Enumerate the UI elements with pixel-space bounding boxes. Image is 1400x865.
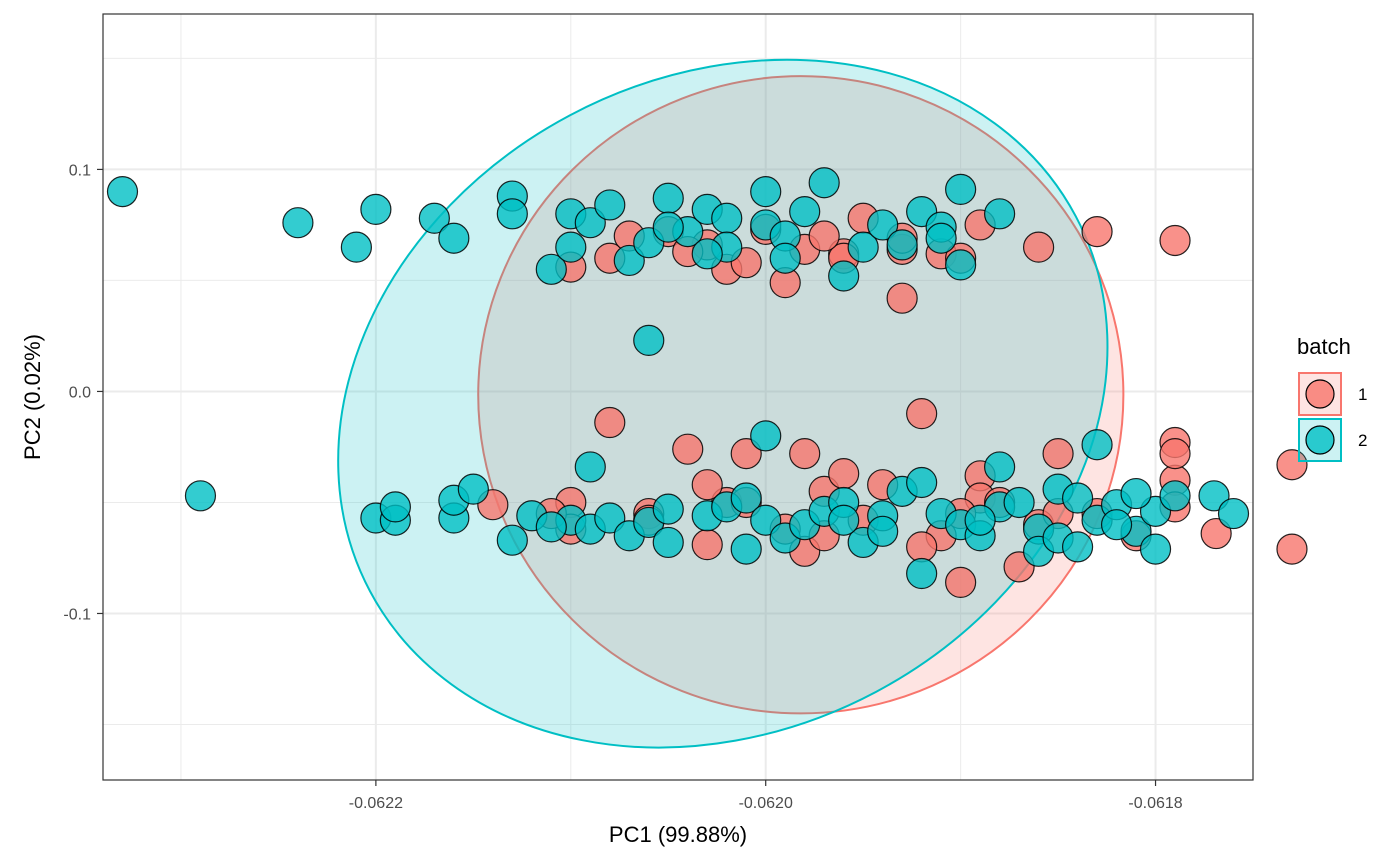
point-batch-2 <box>730 533 762 565</box>
point-batch-1 <box>1081 215 1113 248</box>
point-batch-2 <box>438 222 470 254</box>
point-batch-2 <box>633 324 665 356</box>
point-batch-2 <box>594 502 626 534</box>
point-batch-1 <box>945 566 977 598</box>
y-tick-label: 0.0 <box>69 384 91 401</box>
point-batch-2 <box>1061 482 1094 514</box>
point-batch-2 <box>808 167 840 199</box>
point-batch-2 <box>1139 533 1172 565</box>
point-batch-1 <box>906 531 938 563</box>
point-batch-2 <box>594 189 626 221</box>
x-axis-ticks: -0.0622 -0.0620 -0.0618 <box>349 780 1183 812</box>
legend-title: batch <box>1297 334 1351 359</box>
point-batch-2 <box>1217 497 1250 530</box>
point-batch-2 <box>652 493 684 525</box>
point-batch-2 <box>789 196 821 228</box>
point-batch-2 <box>691 238 723 270</box>
point-batch-2 <box>652 211 684 243</box>
point-batch-1 <box>594 406 626 439</box>
point-batch-2 <box>1061 531 1094 563</box>
y-axis-title: PC2 (0.02%) <box>20 334 45 460</box>
point-batch-2 <box>535 511 567 543</box>
point-batch-2 <box>418 202 450 234</box>
grid-minor <box>103 14 1253 780</box>
y-axis-ticks: 0.1 0.0 -0.1 <box>63 162 103 623</box>
point-batch-2 <box>984 198 1016 230</box>
point-batch-2 <box>867 209 899 241</box>
grid-major <box>103 14 1253 780</box>
point-batch-2 <box>652 526 684 559</box>
point-batch-2 <box>711 202 743 234</box>
point-batch-2 <box>457 473 489 505</box>
point-batch-2 <box>574 207 606 239</box>
plot-background <box>103 14 1253 780</box>
point-batch-2 <box>925 222 957 254</box>
data-points <box>106 167 1308 598</box>
point-batch-2 <box>964 504 996 536</box>
point-batch-2 <box>496 198 528 230</box>
legend: 12 <box>1298 372 1367 462</box>
point-batch-2 <box>535 253 567 285</box>
point-batch-2 <box>555 231 587 263</box>
point-batch-1 <box>691 529 723 561</box>
legend-label-batch-1: 1 <box>1358 385 1367 404</box>
point-batch-2 <box>613 244 645 277</box>
point-batch-1 <box>730 438 762 470</box>
point-batch-2 <box>945 173 977 206</box>
point-batch-2 <box>106 176 139 208</box>
x-tick-label: -0.0620 <box>739 795 793 812</box>
point-batch-2 <box>652 182 684 214</box>
point-batch-1 <box>691 469 723 501</box>
point-batch-2 <box>360 193 392 225</box>
legend-point-batch-1 <box>1305 379 1335 409</box>
legend-label-batch-2: 2 <box>1358 431 1367 450</box>
point-batch-2 <box>282 207 314 239</box>
point-batch-1 <box>1022 231 1055 263</box>
point-batch-2 <box>769 242 801 274</box>
point-batch-1 <box>1276 533 1308 565</box>
legend-point-batch-2 <box>1305 425 1335 455</box>
point-batch-2 <box>847 231 879 263</box>
point-batch-2 <box>750 420 782 452</box>
point-batch-2 <box>886 229 918 261</box>
x-tick-label: -0.0622 <box>349 795 403 812</box>
point-batch-2 <box>984 451 1016 483</box>
point-batch-2 <box>945 249 977 281</box>
point-batch-2 <box>1198 480 1230 512</box>
point-batch-1 <box>1200 517 1232 550</box>
point-batch-2 <box>750 504 782 536</box>
point-batch-2 <box>574 451 606 483</box>
point-batch-1 <box>808 220 840 252</box>
point-batch-2 <box>379 491 411 523</box>
point-batch-1 <box>789 438 821 470</box>
y-tick-label: 0.1 <box>69 162 91 179</box>
y-tick-label: -0.1 <box>63 606 91 623</box>
point-batch-2 <box>750 176 782 208</box>
plot-panel-border <box>102 13 1254 781</box>
point-batch-2 <box>828 260 860 292</box>
point-batch-2 <box>867 515 899 547</box>
point-batch-1 <box>828 458 860 490</box>
point-batch-2 <box>1081 429 1113 461</box>
point-batch-1 <box>1159 224 1191 257</box>
point-batch-1 <box>1042 438 1074 470</box>
point-batch-2 <box>496 524 528 556</box>
point-batch-2 <box>1003 486 1035 519</box>
point-batch-2 <box>184 480 217 512</box>
point-batch-2 <box>1159 480 1191 512</box>
point-batch-2 <box>730 482 762 514</box>
point-batch-1 <box>1159 438 1191 470</box>
point-batch-1 <box>906 398 938 430</box>
point-batch-2 <box>906 557 938 590</box>
point-batch-1 <box>886 282 918 314</box>
point-batch-2 <box>340 231 372 263</box>
point-batch-1 <box>672 433 704 465</box>
x-tick-label: -0.0618 <box>1128 795 1182 812</box>
point-batch-2 <box>828 504 860 536</box>
x-axis-title: PC1 (99.88%) <box>609 822 747 847</box>
point-batch-2 <box>1120 477 1152 510</box>
point-batch-2 <box>1100 509 1133 541</box>
point-batch-2 <box>906 466 938 499</box>
